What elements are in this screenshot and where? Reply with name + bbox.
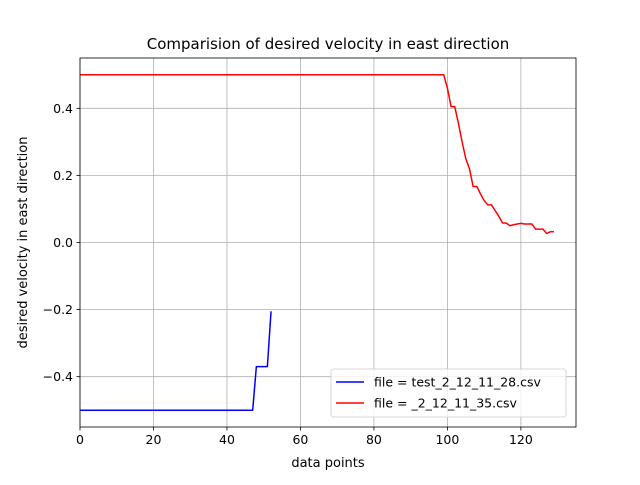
y-tick-label: 0.2 bbox=[53, 168, 73, 183]
series-line-1 bbox=[80, 311, 272, 411]
x-tick-label: 100 bbox=[435, 432, 459, 447]
y-tick-label: 0.0 bbox=[53, 235, 73, 250]
chart-title: Comparision of desired velocity in east … bbox=[147, 35, 510, 53]
ticks: 0 20 40 60 80 100 120 −0.4 −0.2 0.0 0.2 0.4 bbox=[43, 101, 533, 447]
x-tick-label: 120 bbox=[509, 432, 533, 447]
x-tick-label: 60 bbox=[292, 432, 308, 447]
y-axis-label: desired velocity in east direction bbox=[16, 137, 31, 349]
legend-label: file = _2_12_11_35.csv bbox=[374, 396, 517, 411]
x-tick-label: 20 bbox=[146, 432, 162, 447]
series-layer bbox=[80, 74, 554, 411]
y-tick-label: 0.4 bbox=[53, 101, 73, 116]
legend-label: file = test_2_12_11_28.csv bbox=[374, 375, 541, 390]
series-line-2 bbox=[80, 74, 554, 235]
x-tick-label: 0 bbox=[76, 432, 84, 447]
x-axis-label: data points bbox=[291, 456, 365, 471]
y-tick-label: −0.4 bbox=[43, 369, 73, 384]
x-tick-label: 40 bbox=[219, 432, 235, 447]
x-tick-label: 80 bbox=[366, 432, 382, 447]
legend-box bbox=[330, 368, 567, 418]
y-tick-label: −0.2 bbox=[43, 302, 73, 317]
